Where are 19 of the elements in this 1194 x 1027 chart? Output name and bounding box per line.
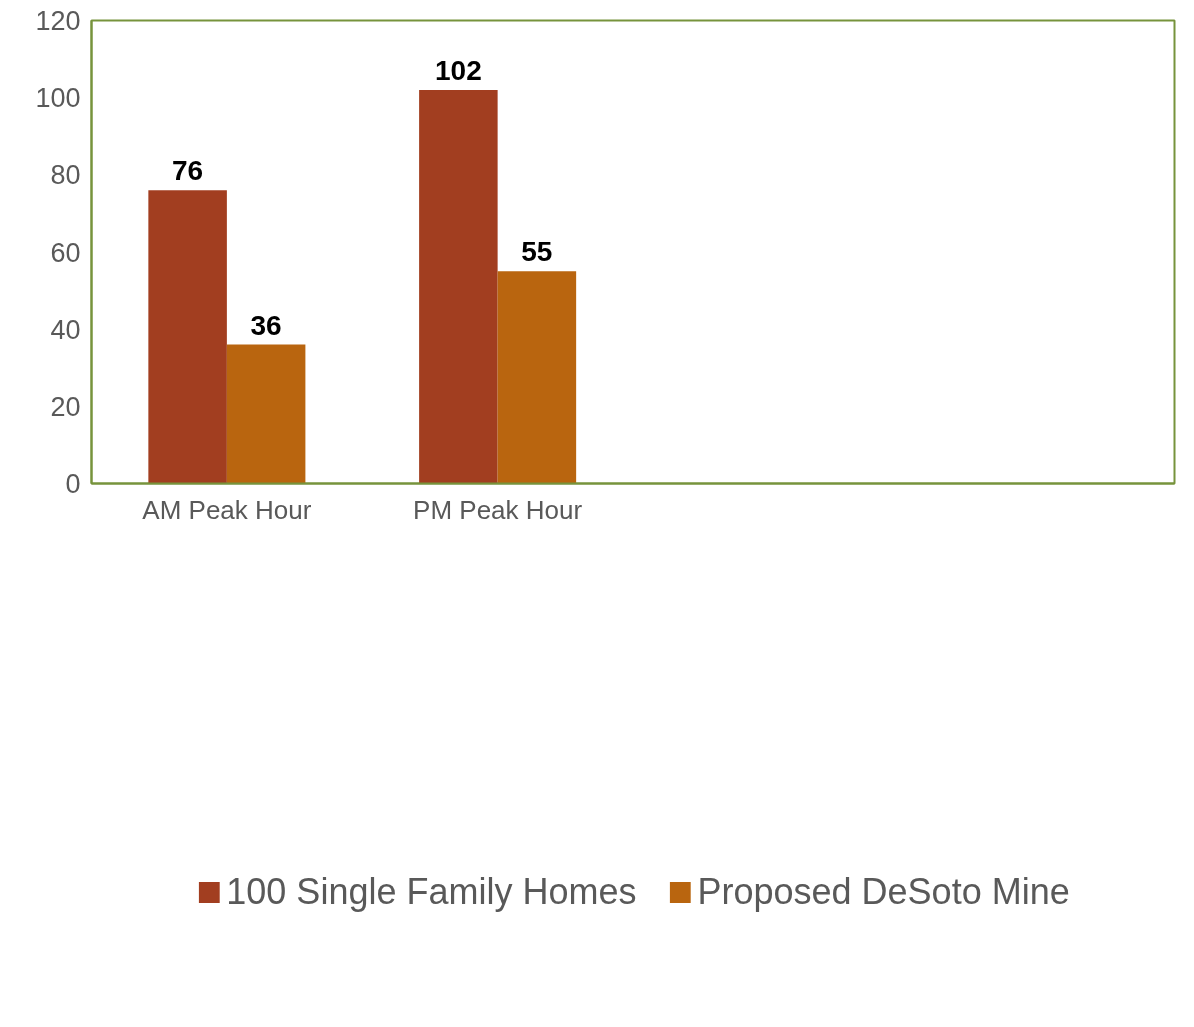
data-label: 76 <box>172 155 204 187</box>
data-label: 55 <box>521 236 553 268</box>
legend-label: Proposed DeSoto Mine <box>697 870 1070 913</box>
legend-label: 100 Single Family Homes <box>226 870 637 913</box>
x-tick-label: AM Peak Hour <box>142 494 312 525</box>
y-tick-label: 40 <box>50 314 81 345</box>
data-label: 102 <box>435 54 482 86</box>
bar <box>419 89 498 484</box>
x-tick-label: PM Peak Hour <box>413 494 583 525</box>
y-tick-label: 60 <box>50 237 81 268</box>
bar <box>226 344 306 484</box>
y-tick-label: 120 <box>35 6 81 36</box>
data-label: 36 <box>250 309 282 341</box>
y-tick-label: 20 <box>50 391 81 422</box>
bar <box>148 190 227 484</box>
y-tick-label: 0 <box>65 469 81 499</box>
y-tick-label: 80 <box>50 160 81 191</box>
y-tick-label: 100 <box>35 83 81 114</box>
bar <box>497 271 577 484</box>
